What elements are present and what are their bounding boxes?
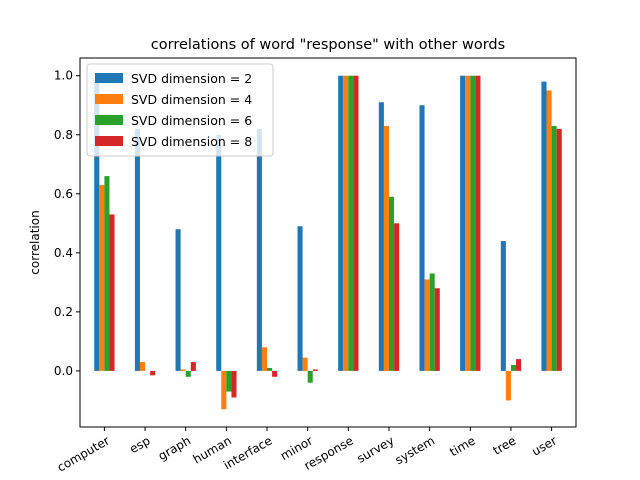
- x-tick-label-user: user: [529, 433, 559, 458]
- bar-user-series-4: [556, 128, 562, 371]
- bar-minor-series-4: [312, 369, 318, 371]
- bar-human-series-4: [231, 370, 237, 398]
- x-tick-label-tree: tree: [491, 433, 519, 457]
- bar-survey-series-2: [383, 125, 389, 371]
- bar-computer-series-1: [94, 81, 100, 371]
- bar-human-series-3: [226, 370, 232, 392]
- bars-layer: [94, 75, 562, 410]
- bar-survey-series-1: [378, 102, 384, 371]
- y-axis-label: correlation: [28, 210, 42, 274]
- bar-system-series-2: [424, 279, 430, 371]
- bar-minor-series-3: [307, 370, 313, 383]
- bar-computer-series-4: [109, 214, 115, 371]
- legend-swatch-1: [95, 73, 123, 83]
- x-tick-label-survey: survey: [355, 433, 397, 465]
- bar-response-series-3: [348, 75, 354, 371]
- bar-esp-series-4: [150, 370, 156, 376]
- chart-title: correlations of word "response" with oth…: [151, 37, 505, 53]
- y-tick-label: 0.8: [54, 128, 73, 142]
- bar-tree-series-1: [500, 241, 506, 371]
- bar-user-series-2: [546, 90, 552, 371]
- bar-graph-series-4: [190, 362, 196, 371]
- bar-time-series-3: [470, 75, 476, 371]
- legend-box: [86, 63, 274, 157]
- bar-graph-series-1: [175, 229, 181, 371]
- bar-interface-series-2: [261, 347, 268, 371]
- bar-computer-series-2: [99, 184, 105, 371]
- bar-human-series-1: [216, 134, 222, 371]
- bar-response-series-4: [353, 75, 359, 371]
- bar-esp-series-2: [139, 362, 146, 371]
- legend-label-2: SVD dimension = 4: [131, 92, 252, 107]
- bar-time-series-4: [475, 75, 481, 371]
- bar-system-series-3: [429, 273, 435, 371]
- bar-user-series-3: [551, 125, 557, 371]
- bar-user-series-1: [541, 81, 547, 371]
- bar-survey-series-3: [388, 196, 395, 371]
- bar-survey-series-4: [394, 223, 400, 371]
- legend-label-4: SVD dimension = 8: [131, 134, 252, 149]
- bar-system-series-1: [419, 105, 425, 371]
- legend-swatch-2: [95, 94, 123, 104]
- bar-interface-series-3: [267, 367, 273, 371]
- bar-time-series-1: [460, 75, 466, 371]
- bar-response-series-1: [338, 75, 344, 371]
- bar-tree-series-4: [516, 359, 522, 371]
- x-tick-label-computer: computer: [55, 433, 112, 474]
- bar-time-series-2: [465, 75, 471, 371]
- bar-graph-series-2: [180, 369, 186, 371]
- bar-minor-series-1: [297, 226, 303, 371]
- y-axis: 0.0 0.2 0.4 0.6 0.8 1.0: [54, 69, 80, 378]
- bar-graph-series-3: [185, 370, 191, 377]
- x-tick-label-time: time: [447, 433, 477, 459]
- bar-esp-series-1: [134, 128, 140, 371]
- bar-tree-series-3: [510, 365, 517, 371]
- bar-minor-series-2: [302, 357, 308, 371]
- y-tick-label: 0.4: [54, 246, 73, 260]
- legend-label-1: SVD dimension = 2: [131, 71, 252, 86]
- bar-interface-series-4: [272, 370, 278, 377]
- y-tick-label: 0.2: [54, 305, 73, 319]
- legend-swatch-4: [95, 136, 123, 146]
- bar-interface-series-1: [256, 128, 262, 371]
- bar-tree-series-2: [505, 370, 511, 401]
- bar-response-series-2: [343, 75, 349, 371]
- bar-system-series-4: [434, 288, 440, 371]
- legend-swatch-3: [95, 115, 123, 125]
- y-tick-label: 0.6: [54, 187, 73, 201]
- x-tick-label-esp: esp: [127, 433, 152, 456]
- bar-computer-series-3: [104, 176, 110, 371]
- legend: SVD dimension = 2 SVD dimension = 4 SVD di…: [86, 63, 274, 157]
- plot-frame: [79, 57, 577, 428]
- legend-label-3: SVD dimension = 6: [131, 113, 252, 128]
- x-tick-label-graph: graph: [156, 433, 193, 463]
- bar-human-series-2: [221, 370, 227, 410]
- y-tick-label: 1.0: [54, 69, 73, 83]
- y-tick-label: 0.0: [54, 364, 73, 378]
- x-tick-label-system: system: [393, 433, 438, 467]
